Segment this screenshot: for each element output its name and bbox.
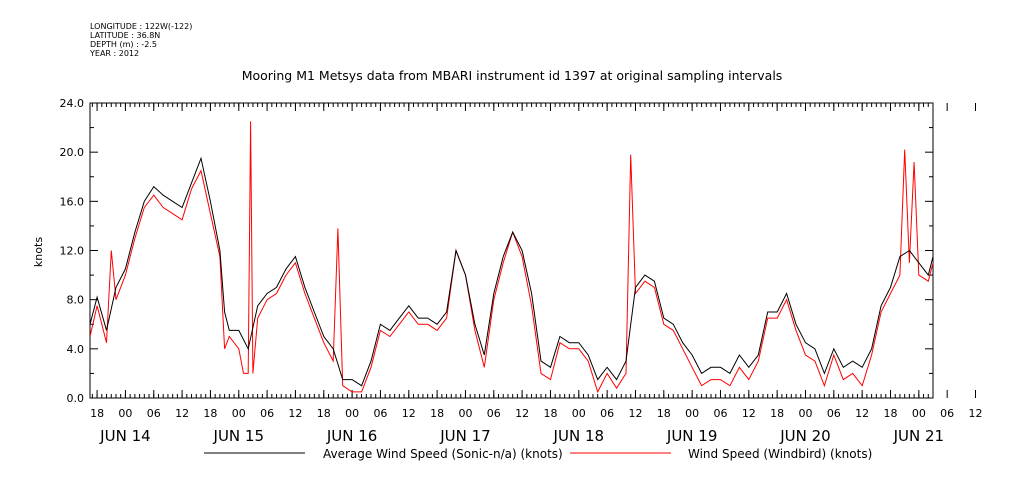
x-date-label: JUN 19 (666, 427, 717, 445)
x-tick-label: 18 (90, 407, 104, 420)
x-tick-label: 18 (657, 407, 671, 420)
x-minor-ticks (91, 103, 934, 398)
x-axis: 18 00 06 12 18 00 06 12 18 00 06 12 18 00 06 12 18 00 06 12… (90, 103, 983, 445)
y-axis-label: knots (32, 237, 45, 267)
x-tick-label: 06 (827, 407, 841, 420)
x-tick-label: 18 (883, 407, 897, 420)
x-tick-label: 12 (628, 407, 642, 420)
x-date-label: JUN 14 (99, 427, 150, 445)
x-tick-label: 12 (402, 407, 416, 420)
x-tick-label: 18 (203, 407, 217, 420)
legend-label-windbird: Wind Speed (Windbird) (knots) (688, 447, 872, 461)
longitude-label: LONGITUDE : 122W(-122) (90, 22, 193, 31)
x-tick-label: 00 (345, 407, 359, 420)
x-tick-label: 06 (260, 407, 274, 420)
x-date-label: JUN 21 (893, 427, 944, 445)
y-tick-label: 8.0 (67, 294, 85, 307)
x-tick-label: 18 (430, 407, 444, 420)
x-tick-label: 06 (713, 407, 727, 420)
x-tick-label: 12 (288, 407, 302, 420)
y-axis: 0.0 4.0 8.0 12.0 16.0 20.0 24.0 (60, 97, 933, 405)
x-date-label: JUN 16 (326, 427, 377, 445)
year-label: YEAR : 2012 (90, 49, 140, 58)
y-tick-label: 4.0 (67, 343, 85, 356)
x-date-label: JUN 20 (779, 427, 830, 445)
station-metadata: LONGITUDE : 122W(-122) LATITUDE : 36.8N … (90, 22, 192, 58)
x-tick-label: 06 (600, 407, 614, 420)
chart-title: Mooring M1 Metsys data from MBARI instru… (242, 68, 783, 83)
series-layer (90, 121, 933, 394)
series-line-windbird-wind-speed (90, 121, 933, 394)
latitude-label: LATITUDE : 36.8N (90, 31, 161, 40)
x-tick-label: 00 (232, 407, 246, 420)
legend-label-average: Average Wind Speed (Sonic-n/a) (knots) (323, 447, 563, 461)
x-tick-label: 06 (940, 407, 954, 420)
x-tick-label: 12 (855, 407, 869, 420)
x-tick-label: 00 (798, 407, 812, 420)
x-tick-label: 00 (118, 407, 132, 420)
y-tick-label: 12.0 (60, 245, 85, 258)
x-tick-label: 12 (175, 407, 189, 420)
x-tick-label: 18 (770, 407, 784, 420)
x-tick-label: 00 (685, 407, 699, 420)
y-tick-label: 20.0 (60, 146, 85, 159)
x-tick-label: 06 (487, 407, 501, 420)
y-tick-label: 24.0 (60, 97, 85, 110)
y-tick-label: 0.0 (67, 392, 85, 405)
legend: Average Wind Speed (Sonic-n/a) (knots) W… (204, 447, 872, 461)
x-tick-label: 12 (969, 407, 983, 420)
x-tick-label: 18 (317, 407, 331, 420)
x-tick-label: 00 (912, 407, 926, 420)
x-tick-label: 12 (515, 407, 529, 420)
plot-frame (89, 102, 934, 399)
x-date-label: JUN 17 (439, 427, 490, 445)
y-tick-label: 16.0 (60, 195, 85, 208)
depth-label: DEPTH (m) : -2.5 (90, 40, 157, 49)
x-date-label: JUN 18 (553, 427, 604, 445)
x-tick-label: 06 (147, 407, 161, 420)
x-tick-label: 18 (543, 407, 557, 420)
x-tick-label: 12 (742, 407, 756, 420)
x-tick-label: 00 (458, 407, 472, 420)
series-line-average-wind-speed (90, 156, 933, 387)
x-tick-label: 06 (373, 407, 387, 420)
x-date-label: JUN 15 (213, 427, 264, 445)
x-tick-label: 00 (572, 407, 586, 420)
